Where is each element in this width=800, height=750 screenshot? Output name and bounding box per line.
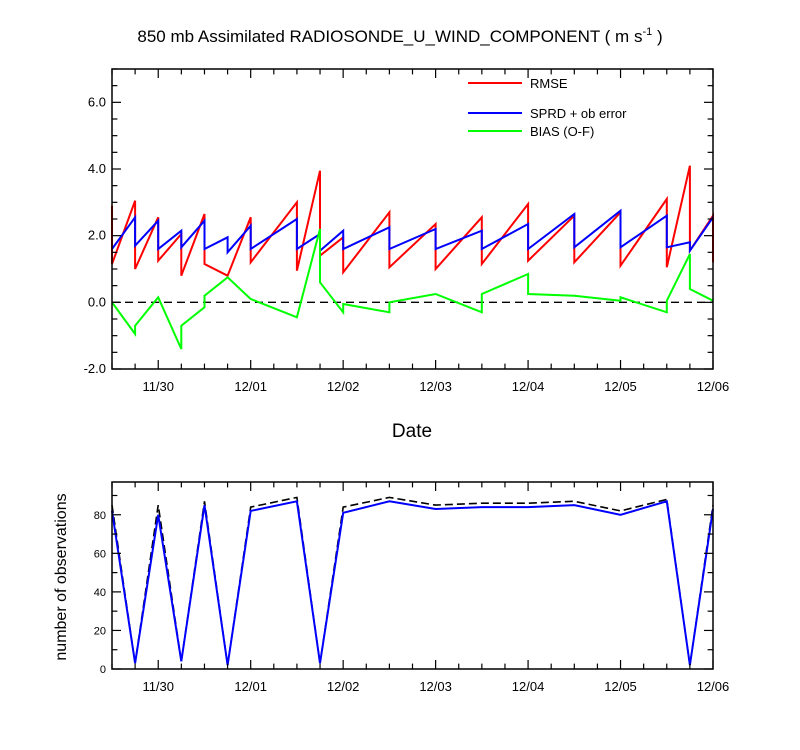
x-tick-label: 12/03: [419, 679, 452, 694]
x-tick-label: 11/30: [142, 379, 174, 394]
legend-label-sprd: SPRD + ob error: [530, 106, 627, 121]
y-tick-label: 0.0: [88, 294, 106, 309]
x-tick-label: 12/06: [697, 379, 730, 394]
legend-label-bias: BIAS (O-F): [530, 124, 594, 139]
bottom-series-group: [111, 496, 714, 666]
x-tick-label: 11/30: [142, 679, 174, 694]
bottom-plot-panel: 11/30 12/01 12/02 12/03 12/04 12/05 12/06 0 20 40…: [53, 481, 730, 694]
x-axis-label: Date: [392, 421, 432, 442]
top-plot-panel: 11/30 12/01 12/02 12/03 12/04 12/05 12/06 -2.0 0…: [84, 68, 730, 442]
y-tick-label: 4.0: [88, 161, 106, 176]
y-tick-label: 2.0: [88, 228, 106, 243]
series-line-rmse: [111, 165, 714, 278]
x-tick-label: 12/02: [327, 679, 360, 694]
x-tick-label: 12/04: [512, 379, 545, 394]
y-tick-label: -2.0: [84, 361, 106, 376]
top-axis-ticks: 11/30 12/01 12/02 12/03 12/04 12/05 12/06 -2.0 0…: [84, 68, 730, 394]
y-tick-label: 40: [94, 587, 106, 599]
bottom-plot-frame: [111, 481, 714, 670]
chart-title-main: 850 mb Assimilated RADIOSONDE_U_WIND_COM…: [137, 27, 642, 46]
y-tick-label: 6.0: [88, 94, 106, 109]
series-line-assimilated-observations: [111, 500, 714, 666]
y-tick-label: 20: [94, 625, 106, 637]
series-line-bias-o-f: [111, 228, 714, 350]
y-tick-label: 80: [94, 510, 106, 522]
series-line-sprd-ob-error: [111, 208, 714, 255]
chart-title: 850 mb Assimilated RADIOSONDE_U_WIND_COM…: [137, 26, 662, 46]
chart-title-superscript: -1: [642, 26, 652, 38]
y-tick-label: 60: [94, 548, 106, 560]
legend-label-rmse: RMSE: [530, 76, 568, 91]
bottom-axis-ticks: 11/30 12/01 12/02 12/03 12/04 12/05 12/06 0 20 40…: [94, 482, 730, 694]
x-tick-label: 12/05: [604, 679, 637, 694]
x-tick-label: 12/05: [604, 379, 637, 394]
x-tick-label: 12/01: [234, 379, 267, 394]
top-series-group: [111, 165, 714, 350]
x-tick-label: 12/01: [234, 679, 267, 694]
x-tick-label: 12/03: [419, 379, 452, 394]
y-tick-label: 0: [100, 664, 106, 676]
legend: RMSE SPRD + ob error BIAS (O-F): [468, 76, 627, 139]
x-tick-label: 12/06: [697, 679, 730, 694]
y-axis-label: number of observations: [53, 493, 70, 660]
x-tick-label: 12/04: [512, 679, 545, 694]
series-line-total-observations: [111, 496, 714, 666]
chart-title-end: ): [652, 27, 662, 46]
x-tick-label: 12/02: [327, 379, 360, 394]
